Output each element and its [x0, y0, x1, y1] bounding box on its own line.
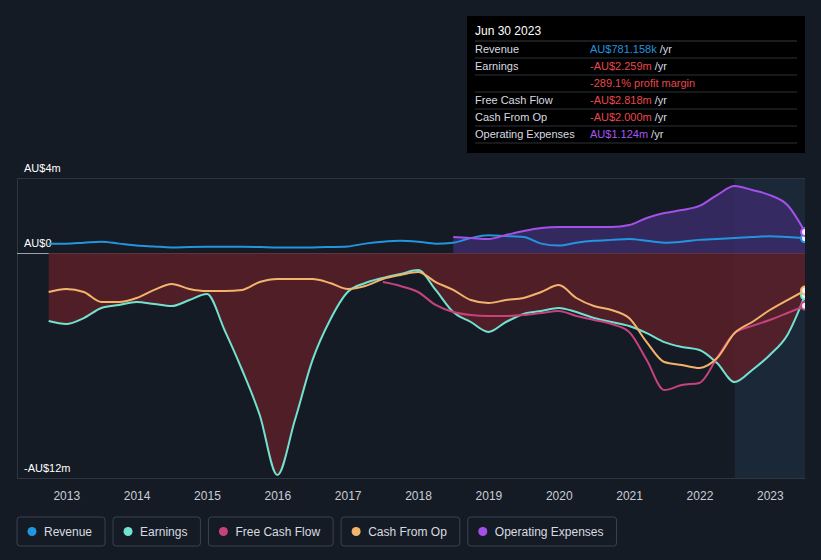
y-tick-label: AU$0: [24, 237, 52, 249]
x-tick: 2021: [616, 478, 643, 503]
legend: Revenue Earnings Free Cash Flow Cash From O…: [17, 517, 617, 546]
series-line: [453, 186, 805, 239]
x-tick: 2014: [124, 478, 151, 503]
y-tick: AU$4m: [17, 162, 805, 178]
legend-swatch: [124, 527, 133, 536]
chart: AU$4m AU$0 -AU$12m 2013 2014 2015 2016 2017 2018…: [0, 0, 821, 560]
x-tick-label: 2021: [616, 489, 643, 503]
x-tick-label: 2019: [476, 489, 503, 503]
x-tick: 2019: [476, 478, 503, 503]
tooltip-value: -AU$2.000m: [590, 111, 652, 123]
x-tick: 2023: [757, 478, 784, 503]
x-tick-label: 2023: [757, 489, 784, 503]
tooltip-separator: [475, 41, 797, 42]
x-tick-label: 2022: [687, 489, 714, 503]
legend-swatch: [219, 527, 228, 536]
legend-label: Earnings: [140, 525, 187, 539]
tooltip-separator: [475, 75, 797, 76]
tooltip-label: Free Cash Flow: [475, 94, 553, 106]
series-line: [49, 270, 805, 475]
y-tick-label: -AU$12m: [24, 462, 70, 474]
legend-label: Cash From Op: [368, 525, 447, 539]
legend-swatch: [28, 527, 37, 536]
x-axis: 2013 2014 2015 2016 2017 2018 2019 2020 2021 2022…: [18, 478, 806, 503]
grid-line: [17, 478, 805, 479]
area-fill: [49, 253, 805, 475]
plot-area: [49, 186, 805, 475]
y-axis: AU$4m AU$0 -AU$12m: [17, 162, 805, 478]
tooltip-separator: [475, 92, 797, 93]
x-tick: 2018: [405, 478, 432, 503]
tooltip-value-line: AU$1.124m/yr: [590, 128, 664, 140]
tooltip-unit: /yr: [651, 128, 664, 140]
y-tick: -AU$12m: [17, 462, 805, 478]
background: [0, 0, 821, 560]
tooltip-separator: [475, 126, 797, 127]
x-axis-line: [18, 478, 806, 479]
x-tick-label: 2015: [194, 489, 221, 503]
end-point: [801, 287, 805, 295]
tooltip-label: Earnings: [475, 60, 519, 72]
tooltip-label: Cash From Op: [475, 111, 547, 123]
legend-box[interactable]: [468, 517, 617, 546]
tooltip: Jun 30 2023 Revenue AU$781.158k/yr Earnings…: [467, 16, 805, 153]
x-tick: 2022: [687, 478, 714, 503]
legend-item[interactable]: Cash From Op: [341, 517, 460, 546]
x-tick-label: 2013: [53, 489, 80, 503]
tooltip-label: Operating Expenses: [475, 128, 575, 140]
y-axis-line: [17, 179, 18, 479]
tooltip-value: AU$781.158k: [590, 43, 657, 55]
legend-box[interactable]: [113, 517, 200, 546]
tooltip-value: AU$1.124m: [590, 128, 648, 140]
tooltip-value-line: -289.1% profit margin: [590, 77, 695, 89]
tooltip-unit: /yr: [655, 60, 668, 72]
series-line: [383, 282, 805, 390]
end-point: [801, 302, 805, 310]
tooltip-value: -AU$2.259m: [590, 60, 652, 72]
x-tick: 2017: [335, 478, 362, 503]
tooltip-value: -289.1% profit margin: [590, 77, 695, 89]
legend-label: Free Cash Flow: [235, 525, 320, 539]
legend-label: Revenue: [44, 525, 92, 539]
grid-line: [17, 178, 805, 179]
x-tick-label: 2018: [405, 489, 432, 503]
tooltip-separator: [475, 143, 797, 144]
tooltip-title: Jun 30 2023: [475, 24, 541, 38]
series-line: [49, 235, 805, 247]
legend-swatch: [478, 527, 487, 536]
tooltip-value-line: -AU$2.259m/yr: [590, 60, 667, 72]
tooltip-value-line: -AU$2.000m/yr: [590, 111, 667, 123]
legend-item[interactable]: Free Cash Flow: [208, 517, 333, 546]
tooltip-box: [467, 16, 805, 153]
series-line: [49, 272, 805, 368]
tooltip-label: Revenue: [475, 43, 519, 55]
legend-item[interactable]: Revenue: [17, 517, 105, 546]
tooltip-value: -AU$2.818m: [590, 94, 652, 106]
x-tick: 2016: [264, 478, 291, 503]
tooltip-value-line: AU$781.158k/yr: [590, 43, 672, 55]
x-tick-label: 2016: [264, 489, 291, 503]
legend-swatch: [352, 527, 361, 536]
tooltip-value-line: -AU$2.818m/yr: [590, 94, 667, 106]
tooltip-unit: /yr: [660, 43, 673, 55]
tooltip-unit: /yr: [655, 111, 668, 123]
legend-label: Operating Expenses: [495, 525, 604, 539]
legend-item[interactable]: Operating Expenses: [468, 517, 617, 546]
x-tick-label: 2017: [335, 489, 362, 503]
x-tick: 2015: [194, 478, 221, 503]
tooltip-unit: /yr: [655, 94, 668, 106]
legend-box[interactable]: [17, 517, 105, 546]
x-tick-label: 2014: [124, 489, 151, 503]
x-tick: 2013: [53, 478, 80, 503]
x-tick: 2020: [546, 478, 573, 503]
y-tick-label: AU$4m: [24, 162, 61, 174]
legend-box[interactable]: [341, 517, 460, 546]
tooltip-separator: [475, 58, 797, 59]
end-point: [801, 228, 805, 236]
tooltip-separator: [475, 109, 797, 110]
legend-item[interactable]: Earnings: [113, 517, 200, 546]
legend-box[interactable]: [208, 517, 333, 546]
area-fill: [453, 186, 805, 253]
x-tick-label: 2020: [546, 489, 573, 503]
